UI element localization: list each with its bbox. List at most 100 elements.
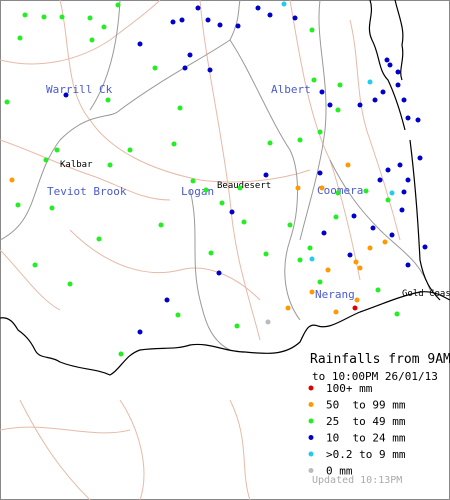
legend-label: 100+ mm	[326, 382, 373, 395]
town-label: Beaudesert	[217, 181, 271, 191]
stations	[4, 1, 428, 357]
station-dot	[395, 82, 401, 88]
station-dot	[387, 62, 393, 68]
station-dot	[292, 15, 298, 21]
station-dot	[241, 219, 247, 225]
station-dot	[170, 19, 176, 25]
station-dot	[285, 305, 291, 311]
station-dot	[22, 12, 28, 18]
station-dot	[15, 202, 21, 208]
state-border	[0, 291, 450, 376]
station-dot	[182, 65, 188, 71]
station-dot	[115, 2, 121, 8]
station-dot	[372, 97, 378, 103]
legend-label: >0.2 to 9 mm	[326, 448, 406, 461]
station-dot	[389, 232, 395, 238]
region-label: Warrill Ck	[46, 83, 113, 96]
station-dot	[195, 5, 201, 11]
station-dot	[89, 37, 95, 43]
station-dot	[395, 69, 401, 75]
station-dot	[417, 155, 423, 161]
station-dot	[216, 270, 222, 276]
station-dot	[297, 137, 303, 143]
legend-swatch	[308, 418, 314, 424]
station-dot	[9, 177, 15, 183]
station-dot	[352, 305, 358, 311]
station-dot	[17, 35, 23, 41]
station-dot	[237, 185, 243, 191]
station-dot	[267, 140, 273, 146]
legend: Rainfalls from 9AM to 10:00PM 26/01/13 1…	[308, 352, 450, 478]
station-dot	[171, 141, 177, 147]
station-dot	[327, 102, 333, 108]
station-dot	[370, 225, 376, 231]
station-dot	[401, 97, 407, 103]
region-label: Teviot Brook	[47, 185, 127, 198]
station-dot	[107, 162, 113, 168]
station-dot	[229, 209, 235, 215]
station-dot	[309, 27, 315, 33]
station-dot	[164, 297, 170, 303]
station-dot	[311, 77, 317, 83]
region-label: Coomera	[317, 184, 363, 197]
station-dot	[190, 178, 196, 184]
region-label: Logan	[181, 185, 214, 198]
station-dot	[347, 252, 353, 258]
station-dot	[309, 289, 315, 295]
station-dot	[295, 185, 301, 191]
station-dot	[385, 197, 391, 203]
station-dot	[158, 222, 164, 228]
town-label: Gold Coast	[402, 289, 450, 299]
town-label: Kalbar	[60, 160, 93, 170]
station-dot	[380, 89, 386, 95]
station-dot	[207, 67, 213, 73]
roads	[0, 0, 401, 500]
station-dot	[307, 245, 313, 251]
station-dot	[405, 262, 411, 268]
station-dot	[319, 185, 325, 191]
station-dot	[32, 262, 38, 268]
station-dot	[297, 257, 303, 263]
legend-title: Rainfalls from 9AM	[310, 352, 450, 367]
legend-label: 25 to 49 mm	[326, 415, 406, 428]
station-dot	[345, 162, 351, 168]
station-dot	[255, 5, 261, 11]
station-dot	[177, 105, 183, 111]
legend-swatch	[308, 402, 314, 407]
station-dot	[235, 23, 241, 29]
station-dot	[137, 329, 143, 335]
station-dot	[309, 256, 315, 262]
station-dot	[101, 24, 107, 30]
station-dot	[377, 177, 383, 183]
station-dot	[105, 97, 111, 103]
legend-swatch	[308, 468, 314, 473]
station-dot	[137, 41, 143, 47]
coastline	[368, 0, 441, 301]
station-dot	[335, 107, 341, 113]
station-dot	[127, 147, 133, 153]
station-dot	[54, 147, 60, 153]
catchments	[0, 0, 431, 351]
station-dot	[187, 52, 193, 58]
legend-label: 10 to 24 mm	[326, 432, 406, 445]
station-dot	[415, 117, 421, 123]
station-dot	[367, 245, 373, 251]
legend-swatch	[308, 451, 314, 457]
updated-text: Updated 10:13PM	[312, 475, 402, 486]
station-dot	[357, 265, 363, 271]
station-dot	[4, 99, 10, 105]
region-label: Albert	[271, 83, 311, 96]
station-dot	[234, 323, 240, 329]
station-dot	[317, 129, 323, 135]
station-dot	[389, 190, 395, 196]
station-dot	[263, 251, 269, 257]
station-dot	[405, 177, 411, 183]
station-dot	[175, 312, 181, 318]
station-dot	[287, 222, 293, 228]
station-dot	[375, 287, 381, 293]
station-dot	[179, 17, 185, 23]
station-dot	[43, 157, 49, 163]
station-dot	[394, 311, 400, 317]
